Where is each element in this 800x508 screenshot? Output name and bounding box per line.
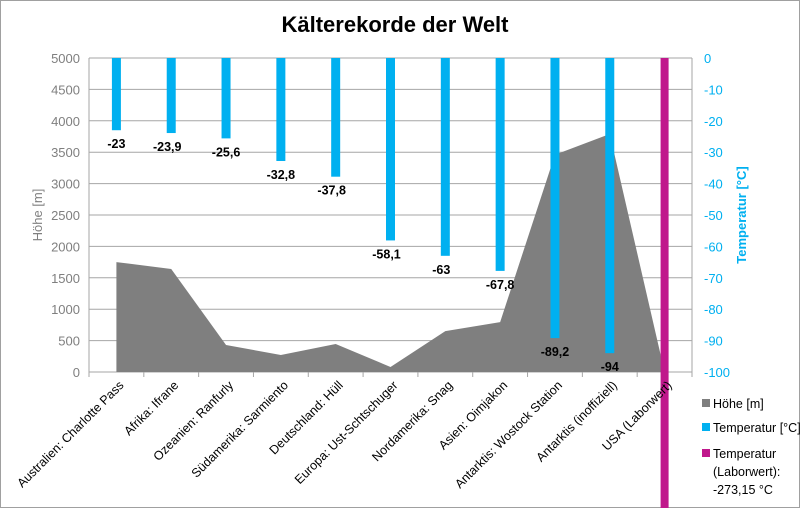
x-category-label: Südamerika: Sarmiento	[189, 378, 291, 480]
y-tick-label: 2000	[51, 239, 80, 254]
y2-tick-label: -90	[704, 334, 723, 349]
bar-temperatur	[111, 58, 121, 131]
bar-temperatur	[166, 58, 176, 134]
legend-laborwert-1: Temperatur	[713, 447, 776, 461]
bar-laborwert	[660, 58, 669, 508]
y2-tick-label: -80	[704, 302, 723, 317]
y-tick-label: 4500	[51, 82, 80, 97]
data-label: -23	[107, 137, 125, 151]
legend-temperatur: Temperatur [°C]	[713, 421, 800, 435]
x-category-label: Europa: Ust-Schtschuger	[292, 378, 401, 487]
x-category-label: Afrika: Ifrane	[121, 378, 181, 438]
y-tick-label: 2500	[51, 208, 80, 223]
y2-tick-label: 0	[704, 51, 711, 66]
data-label: -94	[601, 360, 619, 374]
data-label: -25,6	[212, 145, 241, 159]
y2-tick-label: -10	[704, 82, 723, 97]
y2-tick-label: -60	[704, 239, 723, 254]
y-tick-label: 0	[73, 365, 80, 380]
y-axis-label: Höhe [m]	[30, 189, 45, 242]
y2-tick-label: -40	[704, 177, 723, 192]
y-tick-label: 500	[58, 334, 80, 349]
bar-temperatur	[550, 58, 560, 339]
y2-axis-label: Temperatur [°C]	[734, 166, 749, 263]
y-tick-label: 3500	[51, 145, 80, 160]
bar-temperatur	[276, 58, 286, 161]
bar-temperatur	[221, 58, 231, 139]
legend-swatch-temperatur	[702, 423, 710, 431]
data-label: -67,8	[486, 278, 515, 292]
x-category-label: Australien: Charlotte Pass	[14, 378, 126, 490]
y2-tick-label: -50	[704, 208, 723, 223]
legend-laborwert-3: -273,15 °C	[713, 483, 773, 497]
bar-temperatur	[495, 58, 505, 271]
y2-tick-label: -70	[704, 271, 723, 286]
y2-tick-label: -20	[704, 114, 723, 129]
bar-temperatur	[605, 58, 615, 354]
y2-tick-label: -100	[704, 365, 730, 380]
x-category-label: Antarktis: Wostock Station	[452, 378, 565, 491]
bar-temperatur	[440, 58, 450, 256]
y2-tick-label: -30	[704, 145, 723, 160]
legend-swatch-hoehe	[702, 399, 710, 407]
chart-title: Kälterekorde der Welt	[281, 12, 509, 37]
bar-temperatur	[386, 58, 395, 241]
y-tick-label: 1500	[51, 271, 80, 286]
data-label: -32,8	[267, 168, 296, 182]
legend-hoehe: Höhe [m]	[713, 397, 764, 411]
y-tick-label: 3000	[51, 177, 80, 192]
area-hoehe	[116, 133, 665, 372]
legend-laborwert-2: (Laborwert):	[713, 465, 780, 479]
y-tick-label: 5000	[51, 51, 80, 66]
data-label: -37,8	[317, 184, 346, 198]
data-label: -89,2	[541, 345, 570, 359]
legend-swatch-laborwert	[702, 449, 710, 457]
y-tick-label: 1000	[51, 302, 80, 317]
bar-temperatur	[331, 58, 341, 177]
y-tick-label: 4000	[51, 114, 80, 129]
data-label: -63	[432, 263, 450, 277]
data-label: -23,9	[153, 140, 182, 154]
data-label: -58,1	[372, 247, 401, 261]
